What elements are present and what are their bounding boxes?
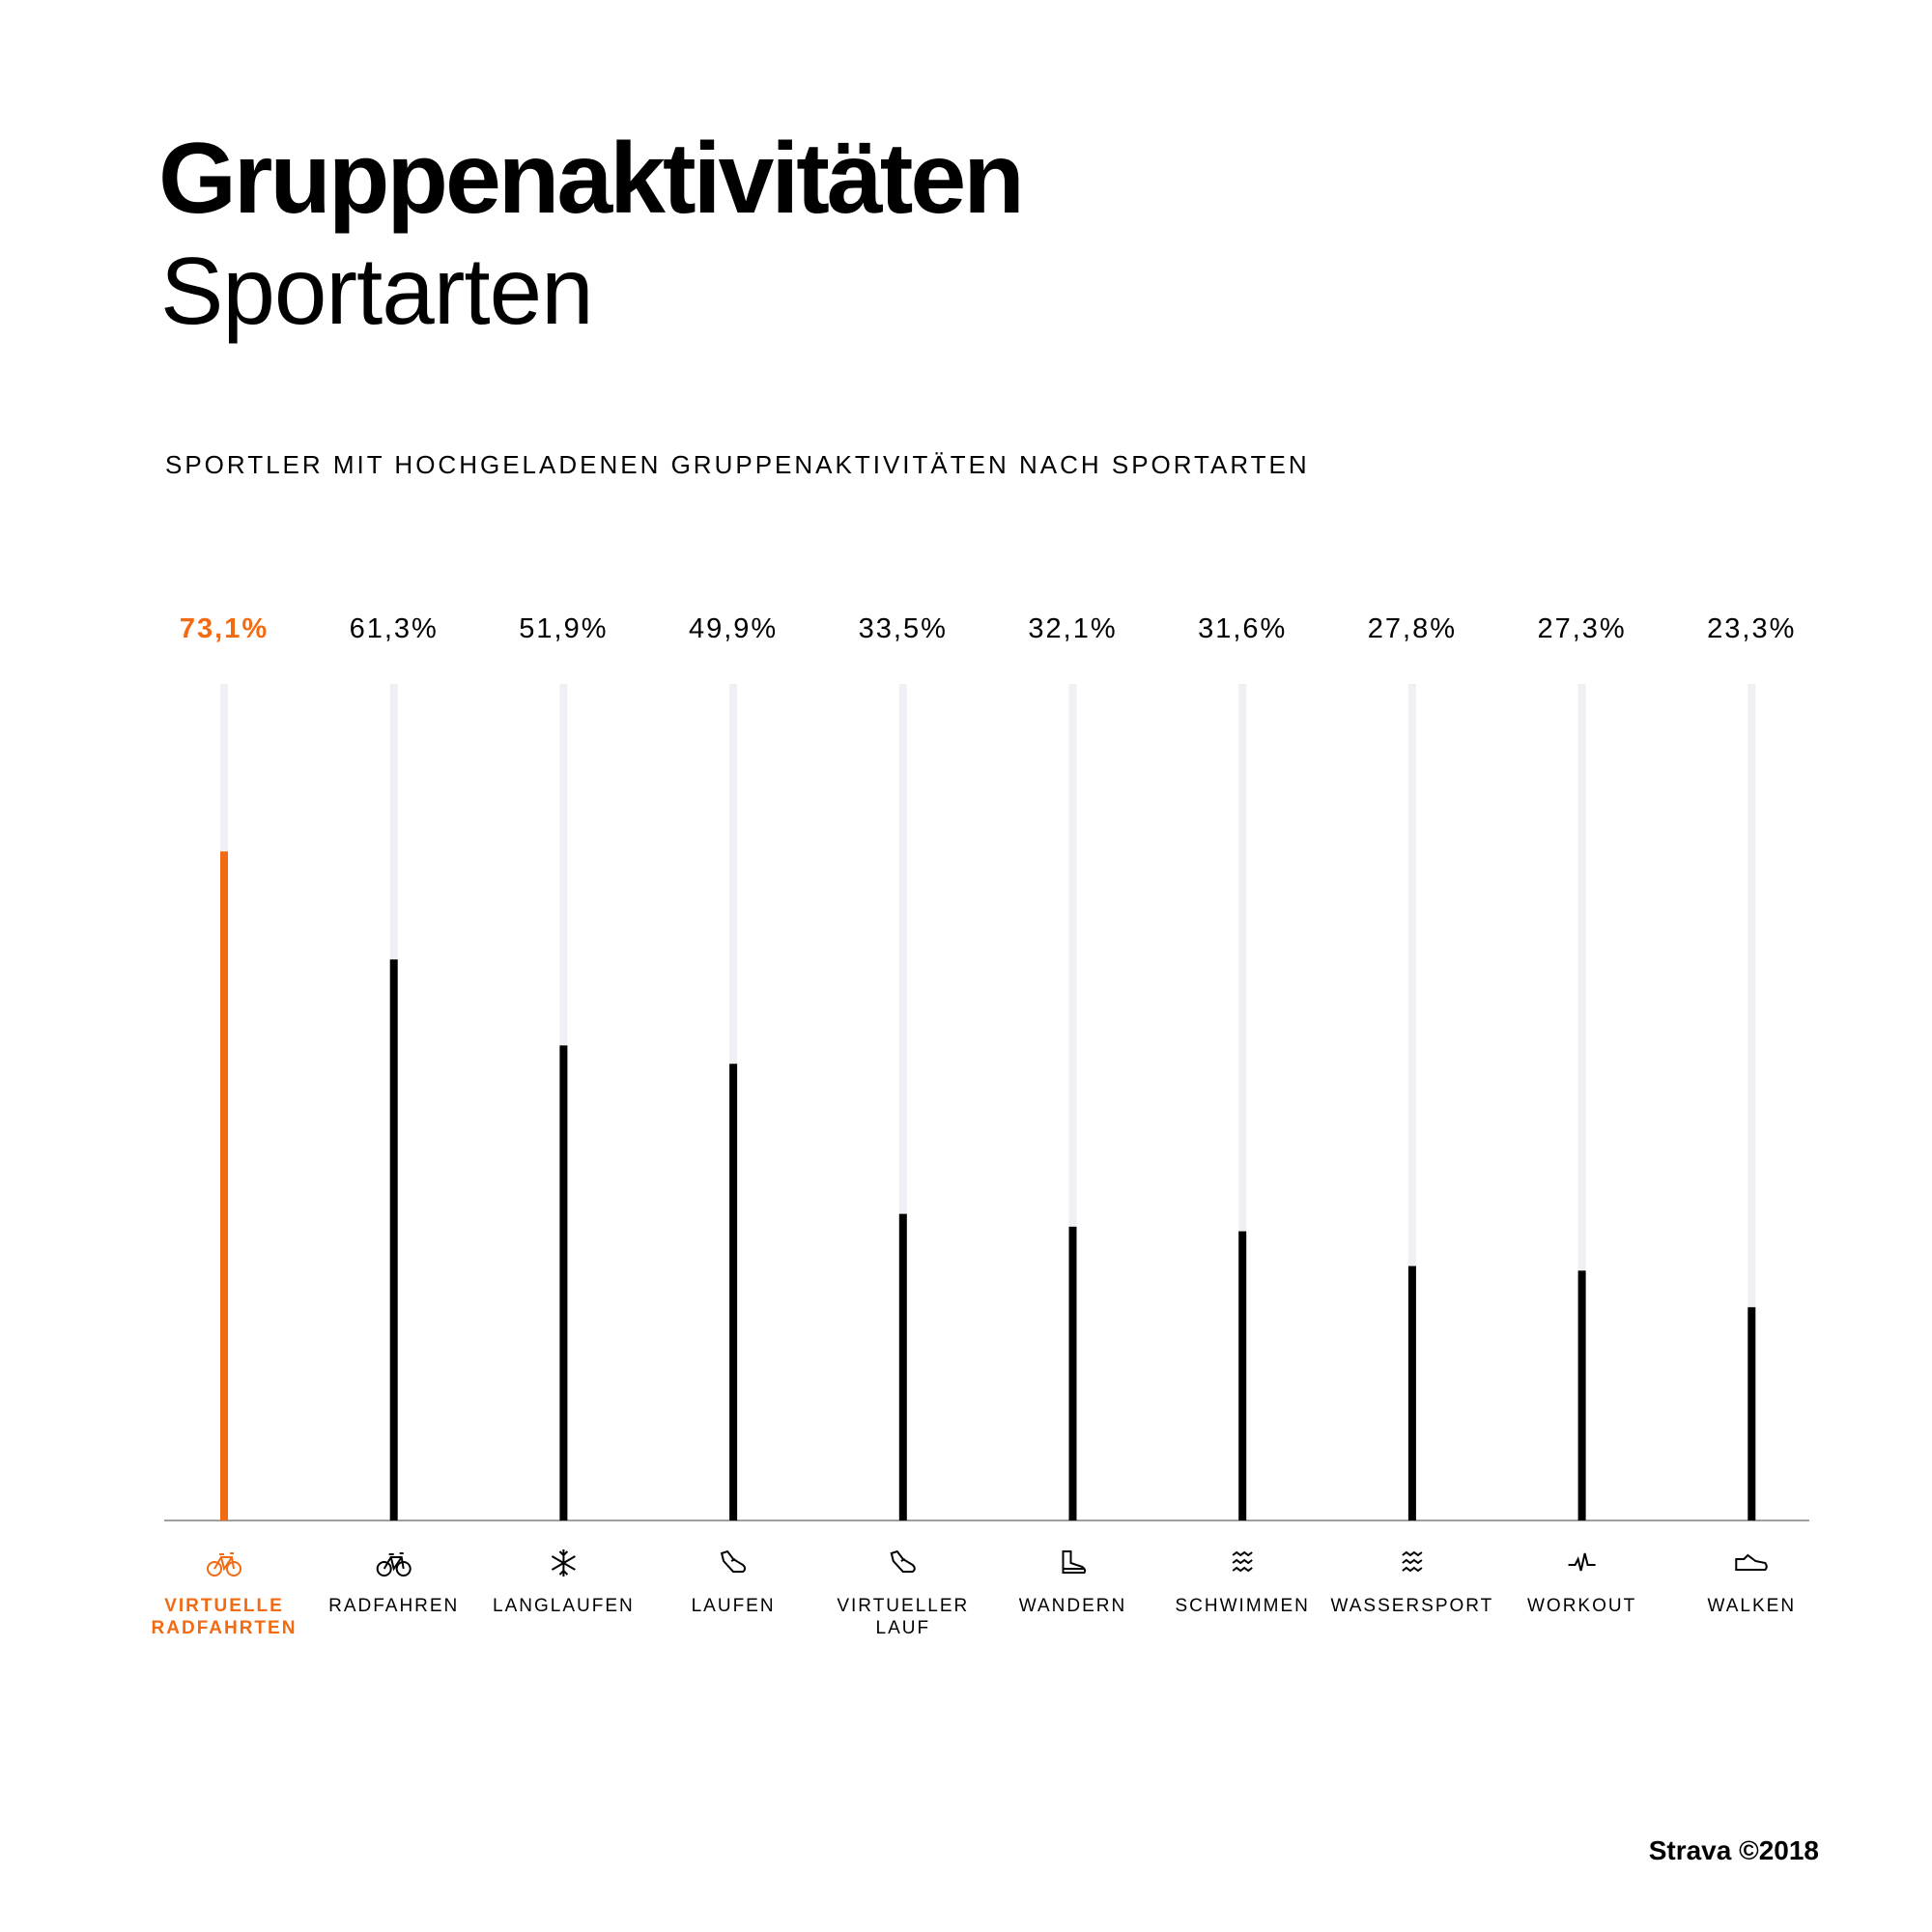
hiking-boot-icon	[1062, 1550, 1087, 1574]
data-label: 33,5%	[859, 613, 948, 644]
data-label: 49,9%	[689, 613, 778, 644]
category-label: LAUF	[876, 1618, 931, 1638]
category-label: WORKOUT	[1527, 1596, 1636, 1616]
data-label: 27,8%	[1368, 613, 1457, 644]
data-label: 23,3%	[1707, 613, 1796, 644]
data-label: 51,9%	[519, 613, 608, 644]
data-label: 32,1%	[1028, 613, 1117, 644]
bike-icon	[376, 1552, 412, 1577]
bar-group: 51,9% LANGLAUFEN	[493, 613, 635, 1616]
running-shoe-icon	[720, 1549, 747, 1573]
category-label: WALKEN	[1708, 1596, 1797, 1616]
data-label: 31,6%	[1198, 613, 1287, 644]
waves-icon	[1232, 1550, 1253, 1573]
snowflake-icon	[551, 1549, 576, 1577]
data-label: 61,3%	[350, 613, 439, 644]
chart-caption: SPORTLER MIT HOCHGELADENEN GRUPPENAKTIVI…	[165, 450, 1310, 479]
data-label: 27,3%	[1537, 613, 1626, 644]
category-label: LAUFEN	[692, 1596, 776, 1616]
category-label: RADFAHRTEN	[152, 1618, 298, 1638]
category-label: WANDERN	[1019, 1596, 1126, 1616]
data-label: 73,1%	[180, 613, 269, 644]
bike-icon	[207, 1552, 242, 1577]
bar-group: 31,6% SCHWIMMEN	[1176, 613, 1310, 1616]
category-label: RADFAHREN	[328, 1596, 459, 1616]
bar-group: 61,3% RADFAHREN	[328, 613, 459, 1616]
pulse-icon	[1568, 1552, 1596, 1572]
category-label: VIRTUELLER	[837, 1596, 969, 1616]
copyright-footer: Strava ©2018	[1648, 1835, 1819, 1865]
bar-group: 49,9% LAUFEN	[689, 613, 778, 1616]
category-label: WASSERSPORT	[1331, 1596, 1494, 1616]
running-shoe-icon	[890, 1549, 916, 1573]
category-label: LANGLAUFEN	[493, 1596, 635, 1616]
category-label: VIRTUELLE	[164, 1596, 284, 1616]
category-label: SCHWIMMEN	[1176, 1596, 1310, 1616]
walking-shoe-icon	[1735, 1553, 1768, 1571]
bar-group: 27,8% WASSERSPORT	[1331, 613, 1494, 1616]
chart-subtitle: Sportarten	[160, 238, 594, 344]
chart-title: Gruppenaktivitäten	[158, 123, 1025, 235]
bar-group: 32,1% WANDERN	[1019, 613, 1126, 1616]
bar-group: 27,3% WORKOUT	[1527, 613, 1636, 1616]
bar-group: 23,3% WALKEN	[1707, 613, 1797, 1616]
waves-icon	[1402, 1550, 1423, 1573]
